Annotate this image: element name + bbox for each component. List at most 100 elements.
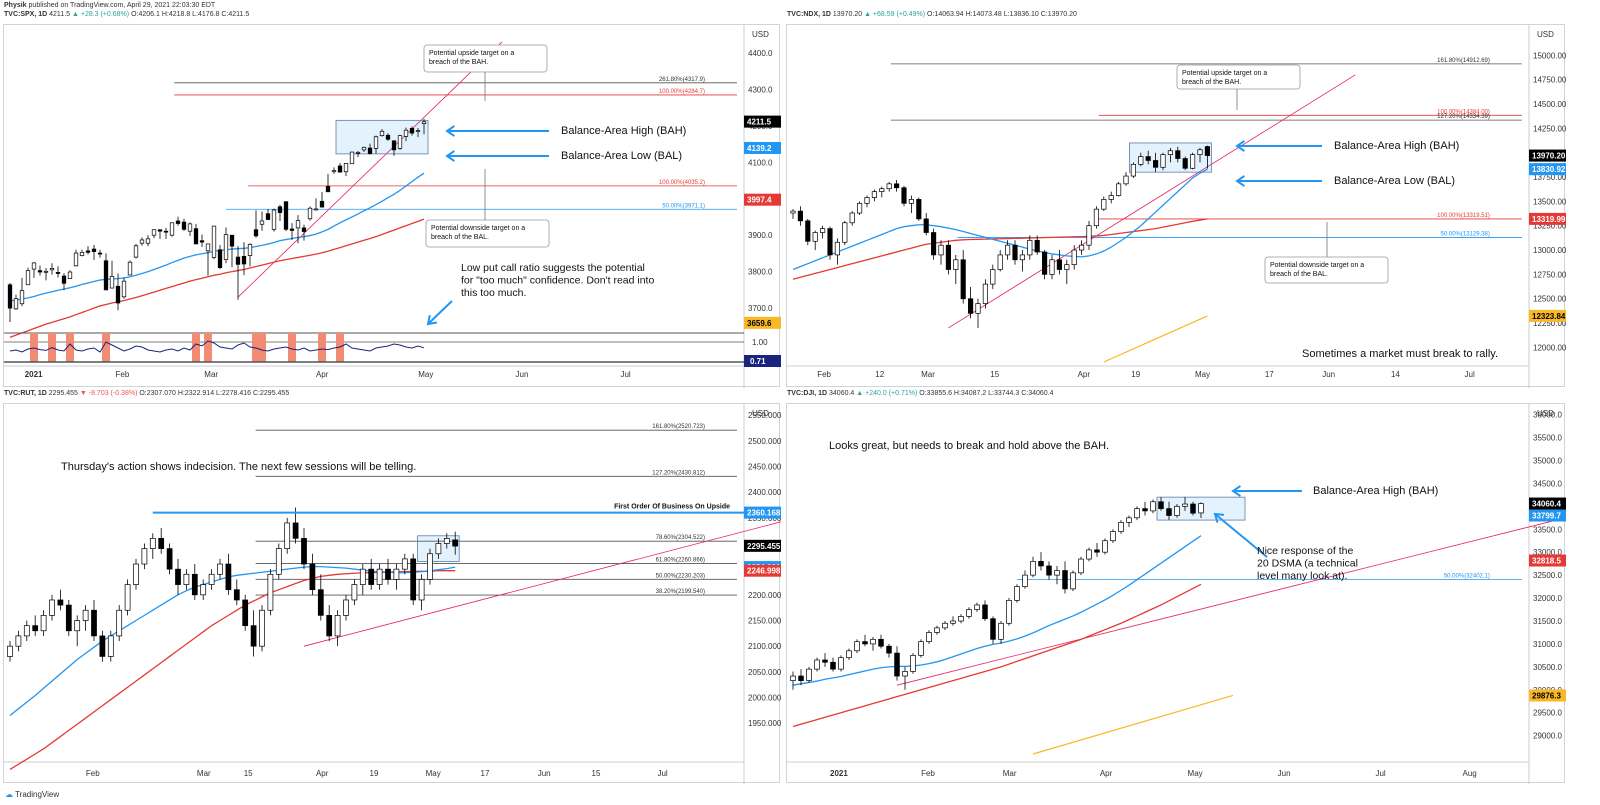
fib-label: 50.00%(32402.1) (1444, 574, 1490, 580)
rut-chart[interactable]: USD2550.0002500.0002450.0002400.0002350.… (4, 404, 781, 784)
price-tag-label: 4139.2 (747, 144, 772, 153)
ndx-chart[interactable]: USD15000.0014750.0014500.0014250.0014000… (787, 25, 1566, 388)
note-text: Sometimes a market must break to rally. (1302, 348, 1498, 360)
x-tick-label: Jul (657, 769, 667, 778)
price-tag (1529, 689, 1566, 702)
rut-header: TVC:RUT, 1D 2295.455 ▼ -8.703 (-0.38%) O… (4, 390, 289, 397)
candle-body (998, 622, 1004, 640)
x-tick-label: Jun (538, 769, 551, 778)
candle-body (797, 210, 803, 222)
candle-body (879, 188, 885, 192)
candle-body (211, 225, 217, 258)
candle-body (187, 223, 193, 232)
x-tick-label: Jun (1322, 370, 1335, 379)
candle-body (109, 276, 115, 289)
candle-body (443, 538, 450, 544)
candle-body (307, 207, 313, 220)
candle-body (205, 243, 211, 252)
candle-body (997, 254, 1003, 270)
price-tag (744, 506, 781, 519)
candle-body (838, 657, 844, 670)
candle-body (1116, 183, 1122, 196)
downside-target-callout: Potential downside target on a (1270, 262, 1364, 269)
candle-body (827, 228, 833, 256)
candle-body (331, 170, 337, 173)
y-tick-label: 14250.00 (1533, 124, 1566, 133)
cloud-icon: ☁ (5, 790, 13, 799)
rut-panel: TVC:RUT, 1D 2295.455 ▼ -8.703 (-0.38%) O… (3, 390, 781, 784)
candle-body (259, 609, 265, 647)
candle-body (1101, 199, 1107, 210)
x-tick-label: Feb (817, 370, 831, 379)
candle-body (349, 151, 355, 165)
pcr-note: Low put call ratio suggests the potentia… (461, 262, 645, 274)
candle-body (812, 232, 818, 242)
candle-body (798, 675, 804, 681)
downside-target-callout-box (425, 219, 550, 248)
dji-chart[interactable]: USD36000.035500.035000.034500.034000.033… (787, 404, 1566, 784)
spx-chart[interactable]: USD4400.04300.04200.04100.04000.03900.03… (4, 25, 781, 388)
last-price: 2295.455 (48, 390, 78, 397)
price-tag-label: 3659.6 (747, 319, 772, 328)
candle-body (1022, 574, 1028, 587)
fib-label: 100.00%(14384.00) (1437, 109, 1490, 115)
candle-body (139, 239, 145, 244)
candle-body (325, 185, 331, 193)
x-tick-label: Jun (1278, 769, 1291, 778)
bah-arrow-head (1235, 140, 1245, 152)
x-tick-label: May (418, 370, 433, 379)
candle-body (275, 548, 282, 575)
candle-body (289, 228, 295, 231)
candle-body (73, 252, 79, 267)
first-order-label: First Order Of Business On Upside (614, 504, 730, 511)
candle-body (1198, 503, 1204, 514)
dsma-note: 20 DSMA (a technical (1257, 558, 1358, 570)
bah-arrow-head (1231, 485, 1241, 497)
bal-label: Balance-Area Low (BAL) (1334, 175, 1455, 187)
last-price: 13970.20 (832, 11, 863, 18)
x-tick-label: 17 (481, 769, 490, 778)
price-tag (1529, 163, 1566, 176)
candle-body (55, 272, 61, 274)
y-tick-label: 12750.00 (1533, 270, 1566, 279)
price-tag-label: 13830.92 (1532, 165, 1566, 174)
candle-body (334, 615, 341, 637)
candle-body (1130, 164, 1136, 177)
pcr-tag (744, 355, 781, 367)
axis-currency-label: USD (752, 30, 769, 39)
x-tick-label: Mar (1003, 769, 1017, 778)
candle-body (926, 632, 932, 642)
candle-body (107, 635, 114, 657)
y-tick-label: 31500.0 (1533, 617, 1562, 626)
candle-body (1056, 259, 1062, 270)
y-tick-label: 4100.0 (748, 158, 773, 167)
pcr-arrow (427, 300, 453, 325)
candle-body (1204, 146, 1210, 156)
x-tick-label: May (1195, 370, 1210, 379)
x-tick-label: Jun (516, 370, 529, 379)
price-tag-label: 13319.99 (1532, 215, 1566, 224)
tradingview-logo[interactable]: ☁ TradingView (5, 790, 59, 799)
candle-body (7, 284, 13, 309)
candle-body (301, 538, 307, 565)
candle-body (326, 615, 333, 637)
candle-body (43, 270, 49, 273)
candle-body (1182, 503, 1188, 507)
candle-body (253, 229, 259, 237)
candle-body (1118, 522, 1124, 532)
candle-body (830, 661, 836, 670)
y-tick-label: 15000.00 (1533, 51, 1566, 60)
y-tick-label: 2150.000 (748, 617, 781, 626)
candle-body (259, 220, 265, 225)
candle-body (435, 543, 442, 555)
price-tag-label: 2246.998 (747, 567, 781, 576)
candle-body (1134, 508, 1140, 519)
candle-body (79, 251, 85, 256)
candle-body (91, 248, 97, 252)
candle-body (183, 573, 190, 585)
candle-body (385, 134, 391, 140)
pcr-line (9, 340, 425, 353)
y-tick-label: 3800.0 (748, 268, 773, 277)
bah-arrow-head (445, 125, 455, 137)
symbol: TVC:DJI, 1D (787, 390, 828, 397)
